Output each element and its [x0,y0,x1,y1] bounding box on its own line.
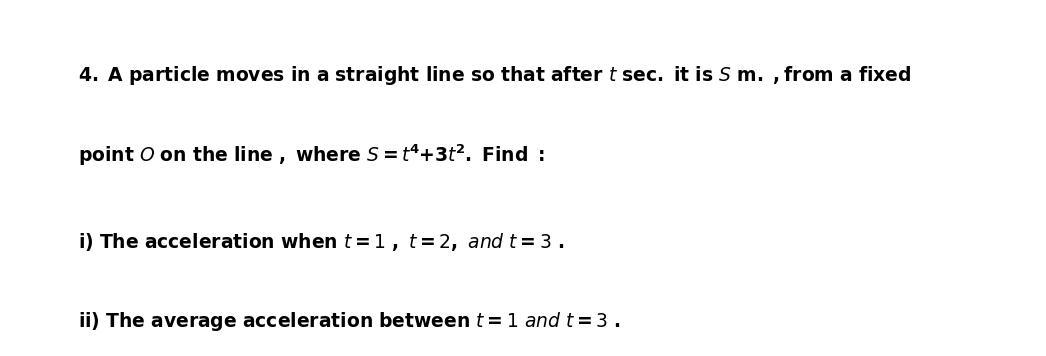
Text: $\mathbf{point\ }$$\mathbf{\mathit{O}}$$\mathbf{\ on\ the\ line\ ,\ where\ }$$\m: $\mathbf{point\ }$$\mathbf{\mathit{O}}$$… [78,142,545,168]
Text: $\mathbf{i)\ The\ acceleration\ when\ }$$\mathbf{\mathit{t}}$$\mathbf{=}$$\mathb: $\mathbf{i)\ The\ acceleration\ when\ }$… [78,231,565,253]
Text: $\mathbf{ii)\ The\ average\ acceleration\ between\ }$$\mathbf{\mathit{t}}$$\math: $\mathbf{ii)\ The\ average\ acceleration… [78,310,621,333]
Text: $\mathbf{4.\ A\ particle\ moves\ in\ a\ straight\ line\ so\ that\ after\ }$$\mat: $\mathbf{4.\ A\ particle\ moves\ in\ a\ … [78,64,912,87]
